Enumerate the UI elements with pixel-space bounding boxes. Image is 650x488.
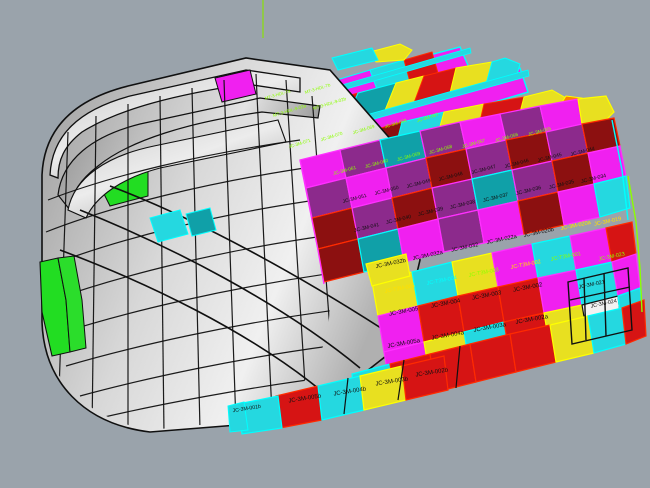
panel-label: JC-3M-002b	[415, 367, 449, 378]
hull-magenta-patch-top	[214, 69, 257, 103]
hull-sheer-band	[49, 69, 301, 179]
panel-label: JC-3M-004a	[431, 330, 465, 342]
panel-label: JC-3M-032	[451, 242, 479, 254]
panel-grid[interactable]	[227, 95, 647, 435]
panel-label: JC-3M-004	[431, 298, 462, 310]
panel-label: JC-3M-068	[384, 118, 408, 130]
panel-label: JC-3M-002a	[515, 314, 549, 326]
panel-row-5[interactable]	[311, 145, 627, 250]
hull-stringers	[59, 185, 385, 399]
panel-label: JC-3M-024	[590, 298, 617, 309]
panel-row-2[interactable]	[377, 253, 641, 353]
panel-label: JC-3M-003b	[375, 376, 409, 387]
hull-mesh	[45, 73, 330, 430]
panel-label: JC-T3M-004	[426, 275, 457, 287]
panel-row-6[interactable]	[305, 117, 621, 219]
hull-cyan-patch-mid	[149, 209, 189, 243]
panel-label: JC-3M-071	[288, 138, 312, 150]
panel-label: JC-3M-067	[416, 112, 440, 124]
panel-row-3[interactable]	[365, 221, 637, 317]
panel-label: JC-T3M-003	[468, 267, 499, 279]
hull-cyan-patch-mid2	[185, 207, 217, 237]
panel-label: JC-T3M-001	[550, 251, 581, 263]
panel-row-bottom[interactable]	[227, 355, 449, 435]
deck4-cap-2	[331, 47, 379, 71]
panel-label: JC-3M-019	[594, 216, 622, 228]
panel-label: JC-3M-023	[598, 251, 625, 262]
panel-row-4[interactable]	[317, 175, 631, 283]
panel-label: JC-3M-004b	[333, 386, 367, 397]
framed-opening	[567, 267, 633, 345]
panel-label: JC-3M-005a	[387, 338, 421, 350]
panel-label: JC-3M-069	[352, 124, 376, 136]
panel-label: JC-3M-002	[513, 282, 544, 294]
vertical-seams	[343, 345, 461, 415]
panel-label: JC-3M-021	[578, 279, 605, 290]
panel-label: JC-T3M-005	[384, 283, 415, 295]
panel-label: JC-3M-005	[389, 306, 420, 318]
panel-label: JC-3M-070	[320, 131, 344, 143]
panel-label: JC-T3M-002	[510, 259, 541, 271]
panel-label: JC-3M-003	[472, 290, 503, 302]
panel-label: JC-3M-001b	[232, 404, 261, 414]
panel-row-7[interactable]	[299, 95, 615, 189]
hull-green-patch-left2	[57, 255, 87, 353]
hull-shell[interactable]	[39, 57, 421, 436]
edge-highlights	[299, 119, 643, 313]
hull-bulkhead-upper	[67, 119, 287, 219]
panel-label: JC-3M-003a	[473, 322, 507, 334]
panel-label: JC-3M-005b	[288, 393, 322, 404]
